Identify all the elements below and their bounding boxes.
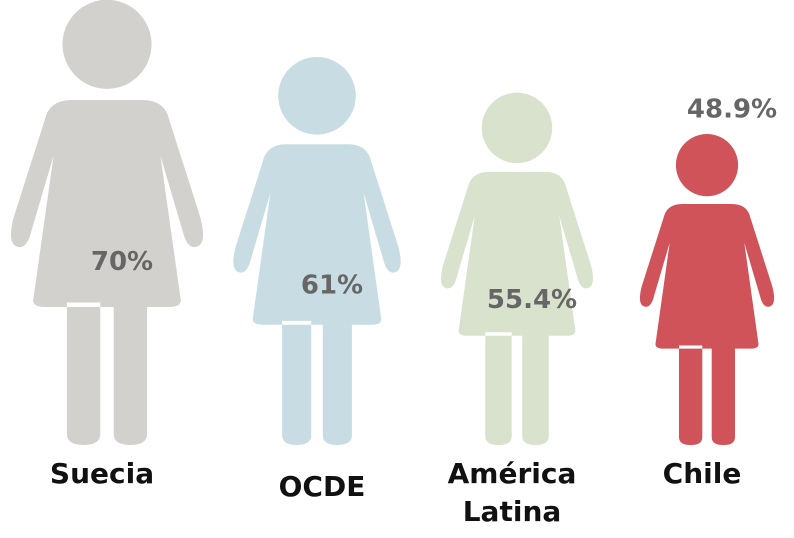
figure [233, 57, 401, 446]
figure-body [233, 144, 401, 446]
value-label: 55.4% [487, 285, 577, 315]
figure-body [441, 171, 593, 445]
category-label: América Latina [447, 457, 577, 528]
figure-body [639, 204, 775, 445]
value-label: 61% [301, 270, 363, 300]
value-label: 70% [91, 247, 153, 277]
figure-head [62, 0, 152, 89]
figure-head [675, 133, 739, 197]
figure-head [278, 57, 356, 135]
category-label: Chile [662, 457, 742, 490]
figure [441, 92, 593, 445]
category-label: OCDE [278, 470, 366, 503]
figure [10, 0, 204, 445]
category-label: Suecia [49, 457, 155, 490]
figure-body [10, 100, 204, 445]
figure-head [481, 92, 553, 164]
value-label: 48.9% [687, 94, 777, 124]
figure [639, 133, 775, 445]
